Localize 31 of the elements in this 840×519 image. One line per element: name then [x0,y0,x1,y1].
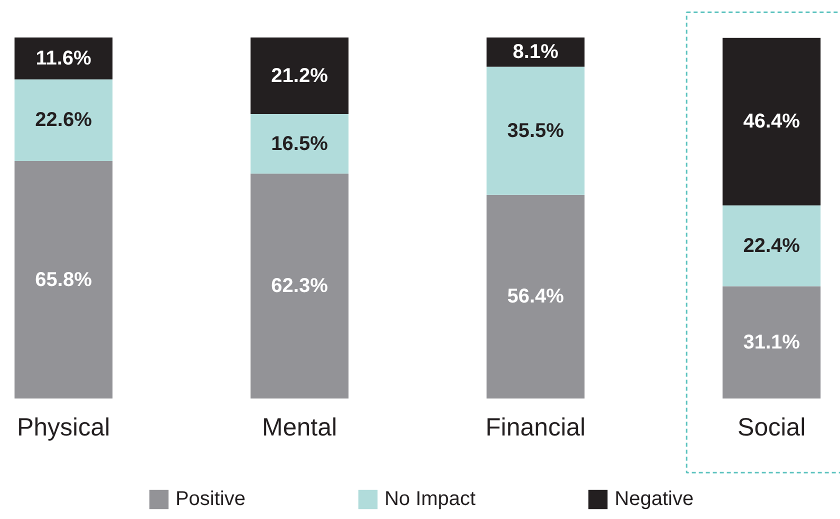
data-label: 8.1% [512,41,559,64]
data-label: 21.2% [271,64,328,87]
bar [722,38,821,206]
data-label: 35.5% [507,120,564,142]
data-label: 22.4% [743,234,800,257]
bar [486,66,585,195]
x-tick-label: Social [738,413,806,442]
bar [250,114,349,174]
bar [722,286,821,399]
bar [14,160,112,399]
bar [14,79,112,161]
bar [486,194,585,399]
x-tick-label: Financial [486,413,586,442]
data-label: 65.8% [35,268,92,291]
bar [486,38,585,67]
bar [250,174,349,399]
legend-label: Negative [614,488,694,510]
data-label: 62.3% [271,275,328,298]
data-label: 22.6% [35,109,92,132]
x-tick-label: Physical [16,413,110,442]
data-label: 16.5% [271,132,328,155]
data-label: 56.4% [507,286,564,308]
legend-label: Positive [175,488,246,510]
bar [722,205,821,286]
data-label: 11.6% [36,47,92,70]
bar [14,38,112,80]
x-tick-label: Mental [262,413,338,442]
legend-label: No Impact [384,488,476,510]
data-label: 31.1% [743,331,800,354]
data-label: 46.4% [743,110,800,133]
bar [250,38,349,114]
